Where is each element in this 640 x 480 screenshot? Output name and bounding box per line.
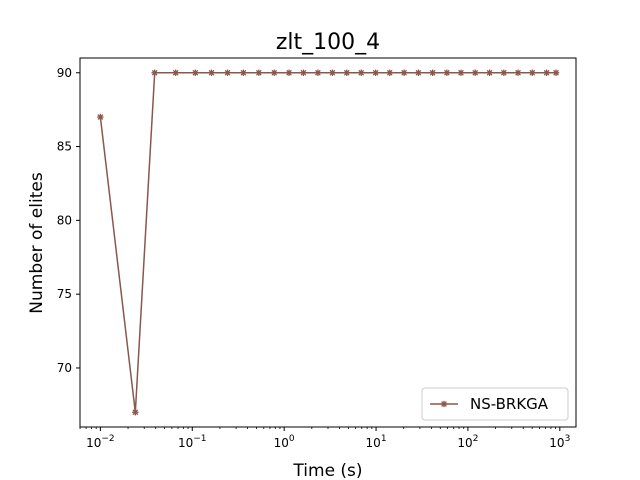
data-point [224, 69, 231, 76]
y-tick-label: 90 [57, 66, 72, 80]
x-tick-label: 102 [457, 434, 478, 450]
data-point [314, 69, 322, 76]
x-axis: 10−2 10−1 100 101 102 103 [79, 427, 570, 450]
data-point [400, 69, 408, 76]
data-point [192, 69, 199, 76]
x-tick-label: 103 [549, 434, 570, 450]
data-point [271, 69, 278, 76]
chart-title: zlt_100_4 [276, 30, 380, 55]
y-tick-label: 80 [57, 213, 72, 227]
data-point [358, 69, 365, 76]
data-point [372, 69, 379, 76]
data-point [343, 69, 350, 76]
data-point [329, 69, 336, 76]
data-point [472, 69, 479, 76]
data-point [486, 69, 493, 76]
plot-area [79, 57, 577, 428]
data-point [514, 69, 522, 76]
legend-label: NS-BRKGA [470, 395, 549, 413]
x-axis-label: Time (s) [292, 461, 362, 480]
data-point [500, 69, 508, 76]
data-point [386, 69, 393, 76]
data-point [255, 69, 263, 76]
x-tick-label: 100 [274, 434, 295, 450]
data-point [97, 113, 104, 121]
data-point [543, 69, 550, 76]
data-point [552, 69, 560, 76]
y-tick-label: 70 [57, 361, 72, 375]
legend-marker [440, 400, 448, 408]
data-point [172, 69, 179, 76]
data-point [443, 69, 451, 76]
data-point [240, 69, 247, 76]
legend-box [421, 387, 569, 421]
y-tick-label: 75 [57, 287, 72, 301]
data-point [208, 69, 215, 76]
x-tick-label: 10−1 [178, 434, 207, 450]
data-point [529, 69, 536, 76]
data-point [429, 69, 436, 76]
data-point [151, 69, 158, 76]
y-tick-label: 85 [57, 140, 72, 154]
data-point [457, 69, 465, 76]
y-axis-label: Number of elites [27, 172, 47, 314]
data-point [300, 69, 307, 76]
data-point [285, 69, 293, 76]
x-tick-label: 10−2 [86, 434, 115, 450]
y-axis: 70 75 80 85 90 [57, 66, 80, 375]
data-point [132, 409, 139, 416]
data-point [415, 69, 422, 76]
legend: NS-BRKGA [421, 387, 569, 421]
x-tick-label: 101 [366, 434, 387, 450]
